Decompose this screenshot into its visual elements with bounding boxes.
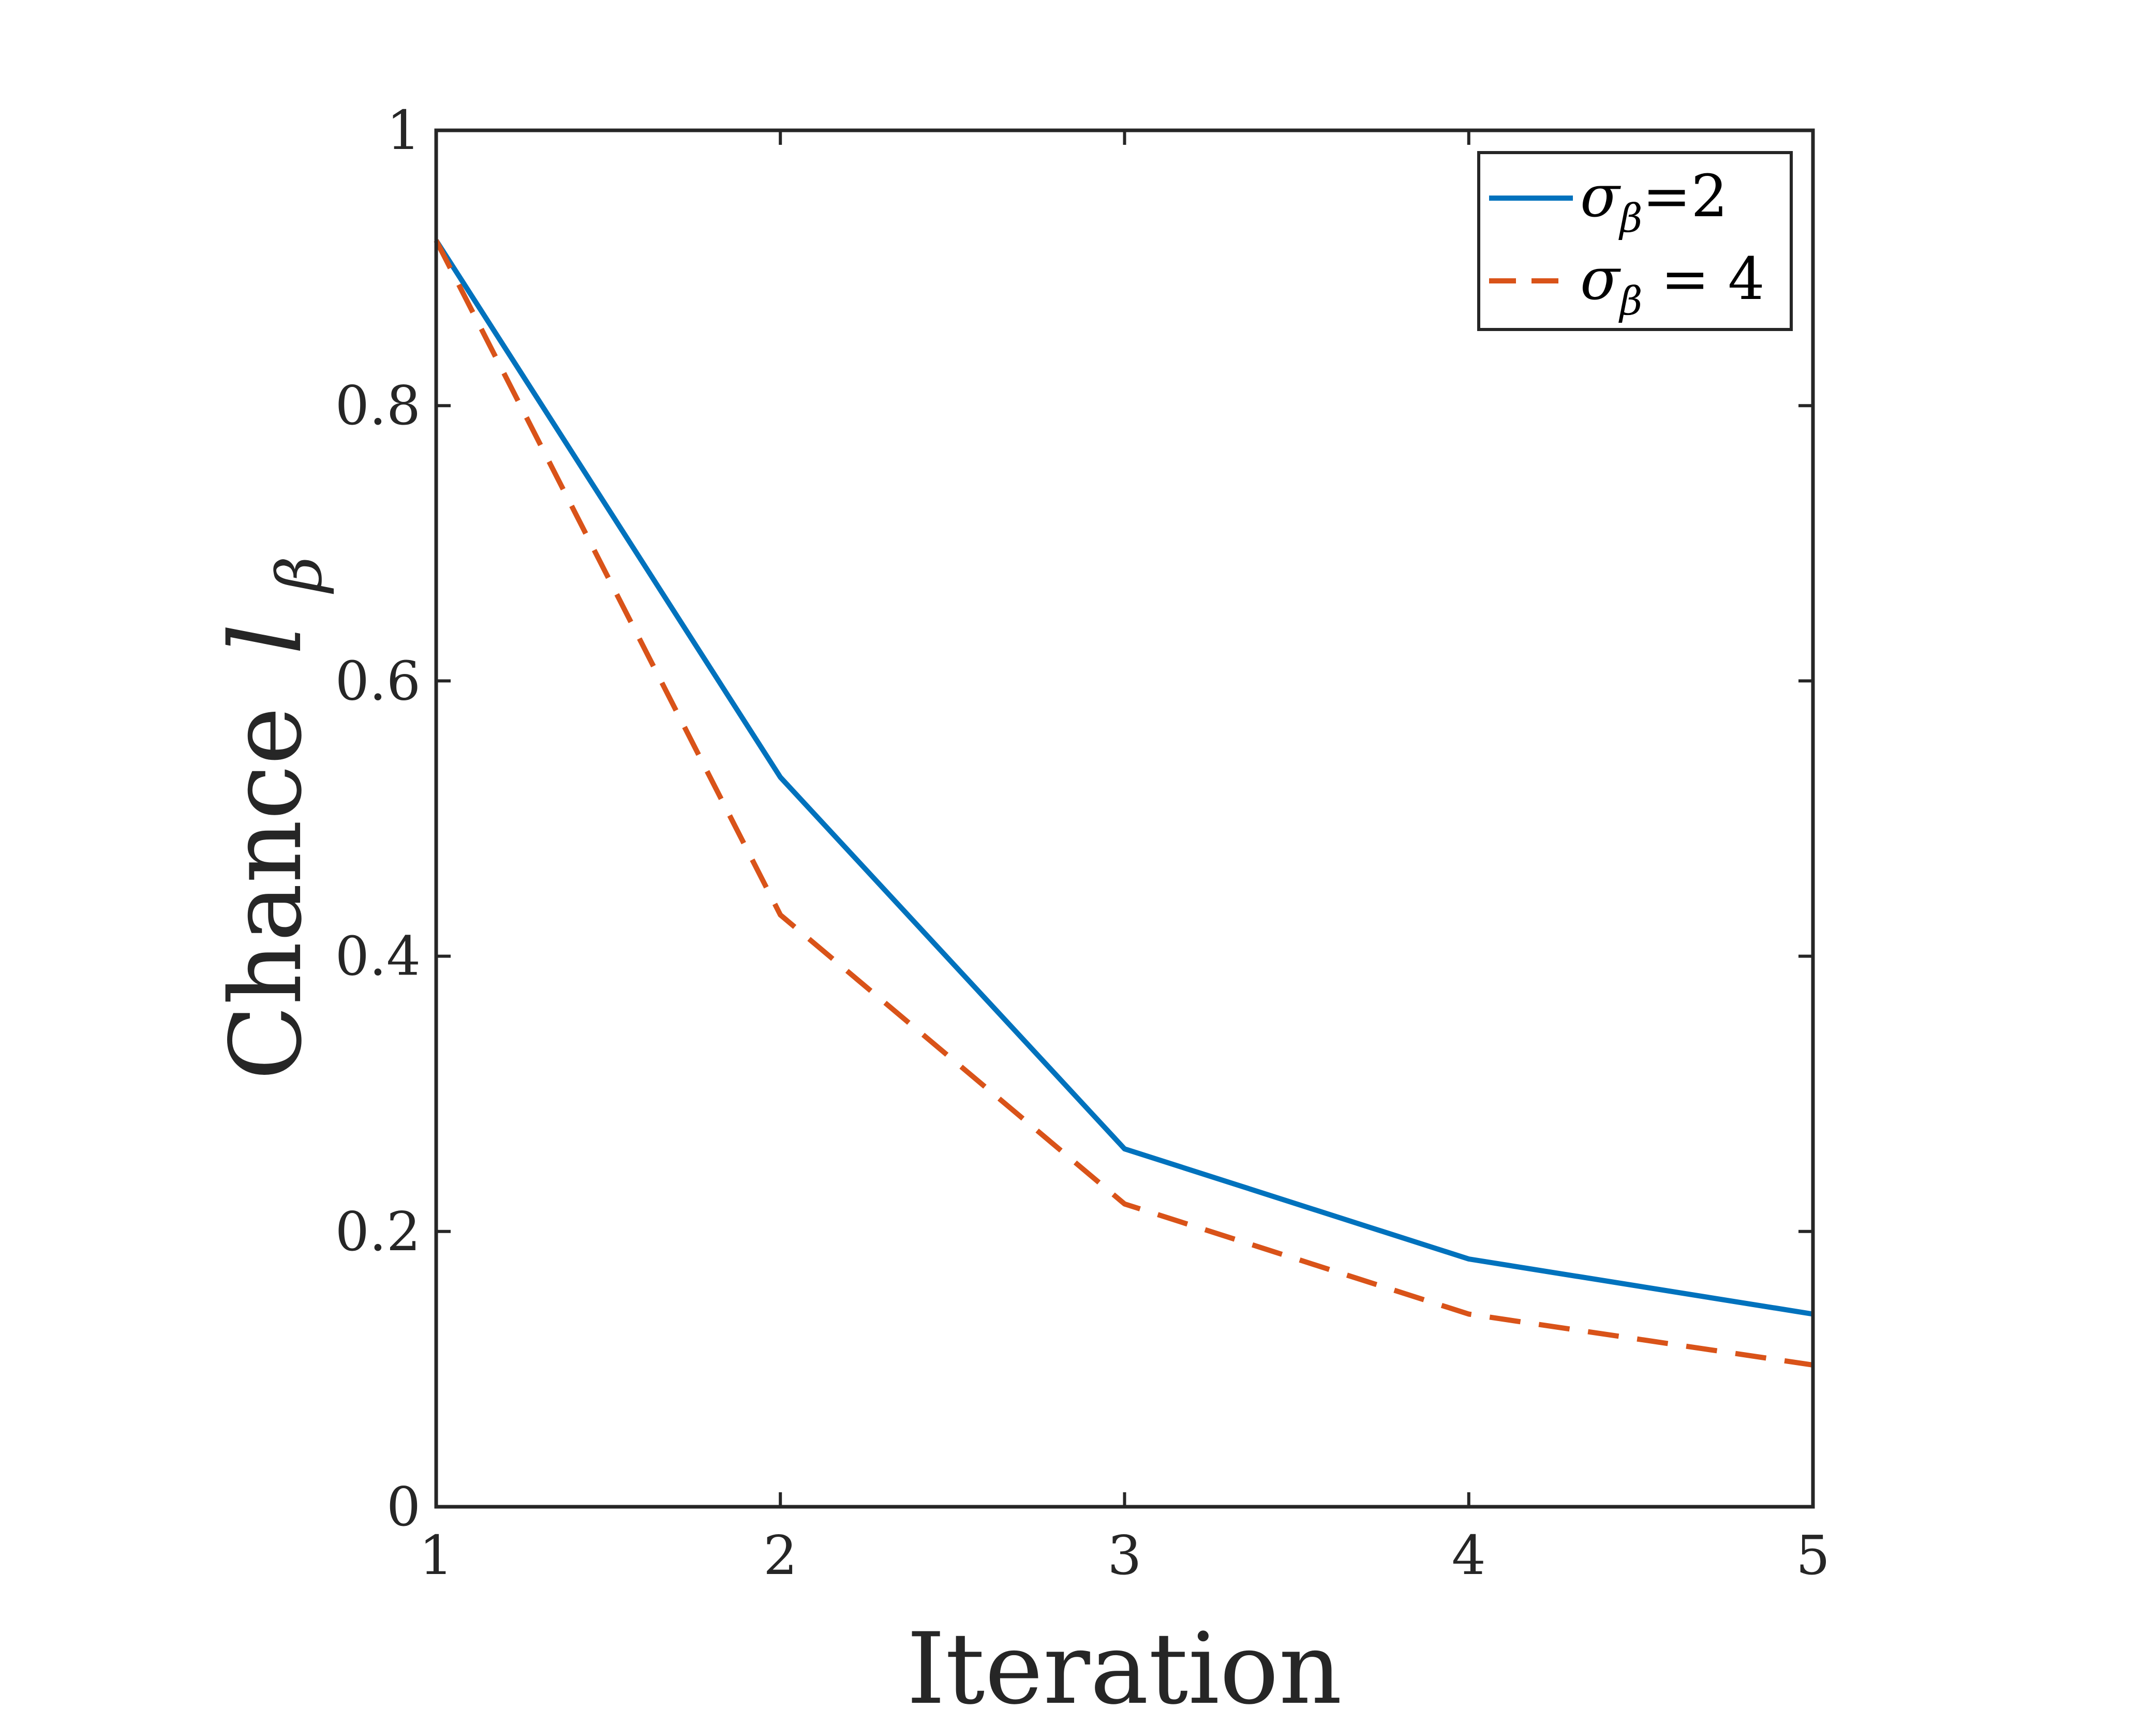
legend-label-series-2-sub: β — [1618, 278, 1642, 324]
y-tick-label-6: 1 — [386, 99, 421, 162]
x-tick-labels: 1 2 3 4 5 — [419, 1524, 1830, 1587]
x-tick-label-5: 5 — [1796, 1524, 1830, 1587]
series-layer — [434, 239, 1813, 1368]
y-tick-label-1: 0 — [386, 1475, 421, 1538]
legend-label-series-2: σβ = 4 — [1580, 246, 1765, 324]
x-axis-title: Iteration — [906, 1612, 1342, 1724]
x-tick-label-3: 3 — [1107, 1524, 1141, 1587]
legend-label-series-1-sub: β — [1618, 195, 1642, 241]
plot-background — [436, 130, 1813, 1507]
legend-label-series-2-main: σ — [1580, 246, 1621, 313]
series-line-1 — [434, 239, 1813, 1317]
x-tick-label-4: 4 — [1452, 1524, 1486, 1587]
y-tick-label-5: 0.8 — [335, 374, 421, 437]
y-axis-title: Chance l β — [209, 556, 336, 1080]
legend-label-series-1: σβ=2 — [1580, 163, 1728, 241]
y-axis-title-subscript: β — [264, 556, 336, 594]
legend-label-series-2-rest: = 4 — [1642, 246, 1764, 313]
legend: σβ=2 σβ = 4 — [1477, 151, 1793, 331]
x-tick-label-2: 2 — [763, 1524, 797, 1587]
legend-label-series-1-rest: =2 — [1642, 163, 1728, 230]
plot-frame — [434, 128, 1815, 1509]
y-tick-label-3: 0.4 — [335, 925, 421, 988]
y-axis-title-variable: l — [209, 623, 323, 655]
svg-text:Chance l β: Chance l β — [209, 556, 336, 1080]
y-axis-title-prefix: Chance — [209, 707, 323, 1080]
series-line-2 — [434, 239, 1813, 1368]
x-tick-label-1: 1 — [419, 1524, 453, 1587]
y-tick-label-2: 0.2 — [335, 1200, 421, 1263]
legend-label-series-1-main: σ — [1580, 163, 1621, 230]
legend-box — [1477, 151, 1793, 331]
y-tick-label-4: 0.6 — [335, 649, 421, 712]
y-tick-labels: 0 0.2 0.4 0.6 0.8 1 — [335, 99, 421, 1538]
